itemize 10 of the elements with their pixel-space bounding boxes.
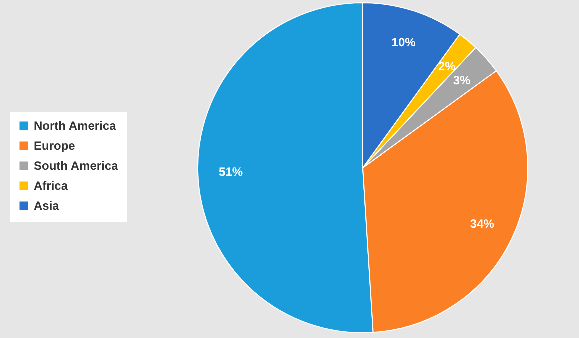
- legend-label: North America: [34, 119, 117, 133]
- data-label: 3%: [453, 74, 472, 88]
- legend-label: South America: [34, 159, 119, 173]
- legend-label: Asia: [34, 199, 60, 213]
- data-label: 2%: [438, 59, 456, 74]
- data-label: 10%: [392, 35, 416, 50]
- legend-label: Africa: [34, 179, 68, 193]
- legend-label: Europe: [34, 139, 76, 153]
- data-label: 51%: [219, 165, 244, 180]
- data-label: 34%: [470, 217, 495, 232]
